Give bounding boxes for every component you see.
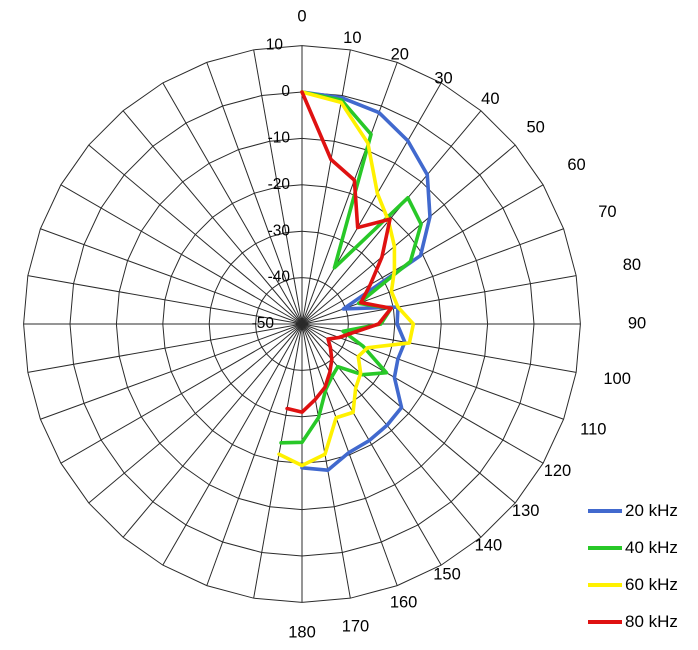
radial-tick-label: 0 [281, 83, 290, 100]
radial-tick-label: -50 [252, 315, 275, 332]
angle-tick-label: 110 [580, 420, 606, 438]
grid-spoke [162, 82, 303, 325]
grid-spoke [162, 323, 303, 566]
grid-spoke [122, 110, 303, 325]
angle-tick-label: 150 [433, 566, 461, 584]
angle-tick-label: 60 [567, 156, 585, 174]
chart-legend: 20 kHz 40 kHz 60 kHz 80 kHz [588, 499, 678, 633]
legend-item-20khz: 20 kHz [588, 499, 678, 522]
legend-line-swatch-60khz [588, 582, 622, 587]
angle-tick-label: 0 [297, 7, 306, 25]
series-line-80-khz [285, 90, 393, 414]
angle-tick-label: 70 [598, 203, 616, 221]
legend-item-40khz: 40 kHz [588, 536, 678, 559]
grid-spoke [40, 228, 303, 325]
legend-item-80khz: 80 kHz [588, 610, 678, 633]
radial-tick-label: -30 [268, 222, 291, 239]
legend-label-40khz: 40 kHz [625, 538, 678, 557]
grid-spoke [301, 82, 442, 325]
radial-tick-label: -10 [268, 129, 291, 146]
angle-tick-label: 170 [342, 618, 370, 636]
angle-tick-label: 10 [343, 29, 361, 47]
grid-spoke [301, 110, 482, 325]
grid-spoke [301, 323, 442, 566]
angle-tick-label: 120 [544, 462, 572, 480]
grid-spoke [301, 323, 351, 599]
legend-line-swatch-40khz [588, 545, 622, 550]
grid-spoke [301, 49, 351, 325]
grid-spoke [88, 144, 303, 325]
legend-item-60khz: 60 kHz [588, 573, 678, 596]
angle-tick-label: 30 [434, 69, 452, 87]
grid-spoke [301, 323, 398, 586]
legend-line-swatch-80khz [588, 619, 622, 624]
grid-spoke [122, 323, 303, 538]
legend-line-swatch-20khz [588, 508, 622, 513]
grid-spoke [27, 323, 303, 373]
series-line-60-khz [277, 90, 416, 468]
angle-tick-label: 40 [481, 90, 499, 108]
radial-tick-label: -20 [268, 176, 291, 193]
angle-tick-label: 180 [288, 623, 316, 641]
angle-tick-label: 90 [628, 314, 646, 332]
grid-spoke [301, 323, 482, 538]
legend-label-80khz: 80 kHz [625, 612, 678, 631]
grid-spoke [206, 323, 303, 586]
angle-tick-label: 140 [475, 537, 503, 555]
grid-spoke [301, 323, 564, 420]
legend-label-60khz: 60 kHz [625, 575, 678, 594]
grid-spoke [253, 323, 303, 599]
angle-tick-label: 160 [390, 593, 418, 611]
grid-spoke [60, 323, 303, 464]
grid-spoke [206, 62, 303, 325]
series-line-20-khz [300, 90, 432, 473]
radial-tick-label: -40 [268, 269, 291, 286]
grid-spoke [301, 323, 544, 464]
grid-spoke [60, 184, 303, 325]
grid-spoke [301, 62, 398, 325]
angle-tick-label: 100 [603, 370, 631, 388]
angle-tick-label: 130 [512, 502, 540, 520]
grid-spoke [88, 323, 303, 504]
angle-tick-label: 50 [526, 118, 544, 136]
grid-spoke [301, 275, 577, 325]
grid-spoke [27, 275, 303, 325]
grid-spoke [301, 323, 516, 504]
grid-spoke [301, 144, 516, 325]
angle-tick-label: 20 [391, 46, 409, 64]
grid-spoke [253, 49, 303, 325]
radial-tick-label: 10 [266, 37, 284, 54]
legend-label-20khz: 20 kHz [625, 501, 678, 520]
angle-tick-label: 80 [623, 256, 641, 274]
grid-spoke [40, 323, 303, 420]
